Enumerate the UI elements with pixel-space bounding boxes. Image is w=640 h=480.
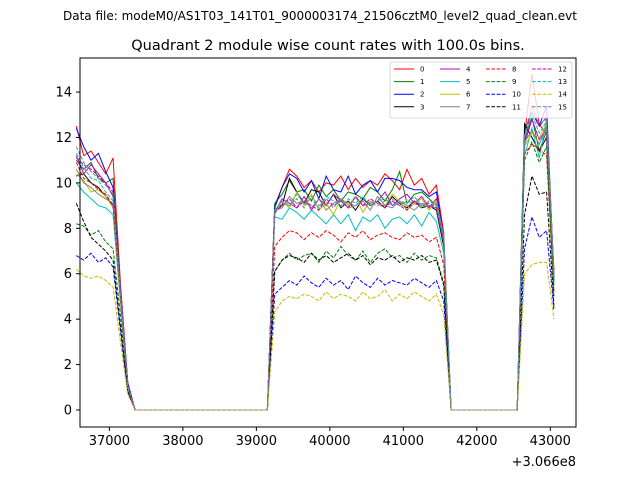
legend-label-0: 0	[420, 66, 424, 74]
chart-title: Quadrant 2 module wise count rates with …	[131, 38, 525, 54]
x-axis: 37000 38000 39000 40000 41000 42000 43000	[89, 427, 571, 449]
legend-label-9: 9	[512, 78, 516, 86]
series-line-12	[75, 103, 555, 411]
legend-label-4: 4	[466, 66, 471, 74]
x-tick-label-41000: 41000	[383, 434, 424, 449]
legend-label-14: 14	[558, 91, 567, 99]
y-axis: 0 2 4 6 8 10 12 14	[55, 86, 80, 418]
x-tick-label-43000: 43000	[530, 434, 571, 449]
legend-label-6: 6	[466, 91, 471, 99]
x-tick-label-40000: 40000	[309, 434, 350, 449]
legend-label-8: 8	[512, 66, 516, 74]
series-line-15	[75, 104, 555, 411]
legend-label-11: 11	[512, 103, 521, 111]
plot-frame	[79, 57, 577, 428]
legend-label-13: 13	[558, 78, 567, 86]
legend-label-7: 7	[466, 103, 470, 111]
y-tick-label-6: 6	[64, 267, 72, 282]
y-tick-label-0: 0	[64, 403, 72, 418]
x-offset-label: +3.066e8	[512, 455, 576, 470]
legend-box	[389, 61, 573, 119]
x-tick-label-39000: 39000	[236, 434, 277, 449]
y-tick-label-10: 10	[55, 176, 72, 191]
legend-label-1: 1	[420, 78, 424, 86]
x-tick-label-42000: 42000	[456, 434, 497, 449]
plot-area	[80, 58, 576, 427]
y-tick-label-12: 12	[55, 131, 72, 146]
x-tick-label-37000: 37000	[89, 434, 130, 449]
legend-label-10: 10	[512, 91, 521, 99]
y-tick-label-14: 14	[55, 86, 72, 101]
legend-label-15: 15	[558, 103, 567, 111]
legend-label-3: 3	[420, 103, 424, 111]
figure-suptitle: Data file: modeM0/AS1T03_141T01_90000031…	[63, 9, 577, 23]
legend-label-5: 5	[466, 78, 470, 86]
y-tick-label-2: 2	[64, 358, 72, 373]
series-layer	[75, 73, 555, 411]
y-tick-label-4: 4	[64, 313, 72, 328]
y-tick-label-8: 8	[64, 222, 72, 237]
x-tick-label-38000: 38000	[162, 434, 203, 449]
legend-label-12: 12	[558, 66, 567, 74]
legend-label-2: 2	[420, 91, 424, 99]
